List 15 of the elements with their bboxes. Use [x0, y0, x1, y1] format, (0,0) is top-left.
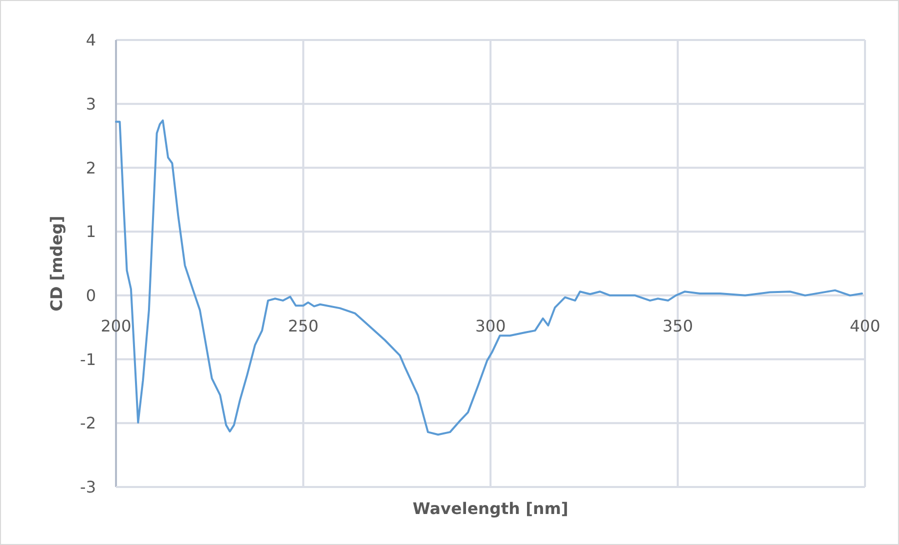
y-tick-label: 3	[86, 94, 96, 114]
y-tick-label: -2	[80, 414, 96, 433]
x-tick-label: 400	[850, 316, 880, 336]
y-axis-title: CD [mdeg]	[47, 216, 66, 312]
y-tick-label: 4	[86, 30, 96, 50]
y-tick-label: -1	[80, 350, 96, 369]
y-tick-label: -3	[80, 478, 96, 497]
y-tick-label: 0	[86, 286, 96, 306]
x-tick-label: 200	[100, 316, 132, 336]
x-axis-title: Wavelength [nm]	[412, 499, 568, 518]
x-tick-label: 250	[288, 316, 319, 336]
x-tick-label: 300	[475, 316, 506, 336]
y-tick-label: 1	[86, 222, 96, 242]
y-tick-label: 2	[86, 158, 96, 178]
x-tick-label: 350	[662, 316, 694, 336]
